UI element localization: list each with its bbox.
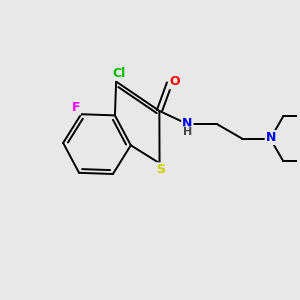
Text: N: N	[182, 117, 193, 130]
Text: O: O	[169, 75, 180, 88]
Text: N: N	[266, 131, 276, 144]
Text: F: F	[72, 101, 80, 114]
Text: H: H	[183, 127, 192, 137]
Text: S: S	[157, 163, 166, 176]
Text: Cl: Cl	[112, 67, 126, 80]
